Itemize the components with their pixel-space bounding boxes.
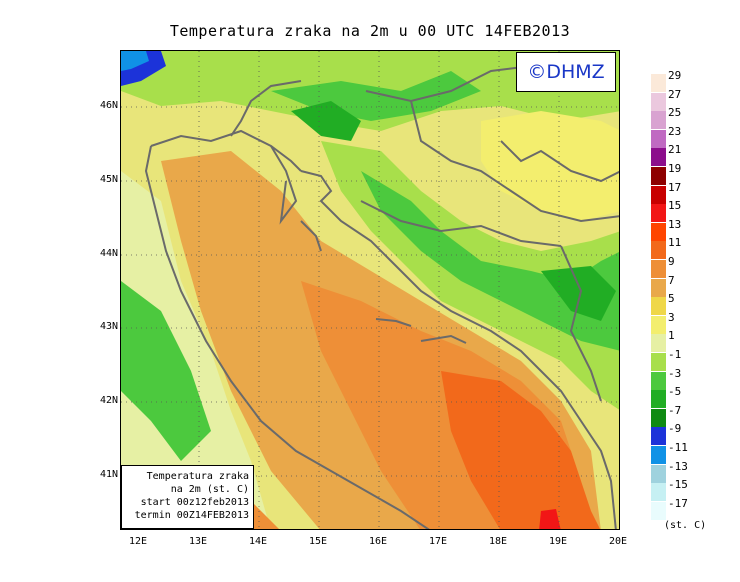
lon-label-15e: 15E bbox=[308, 536, 328, 547]
info-line-title: Temperatura zraka bbox=[146, 471, 249, 482]
legend-label: 25 bbox=[668, 106, 682, 120]
legend-label: 27 bbox=[668, 87, 682, 101]
legend-swatch bbox=[651, 129, 666, 148]
legend-label: 9 bbox=[668, 255, 675, 268]
dinaric-colder-zone bbox=[361, 171, 619, 351]
legend-swatch bbox=[651, 92, 666, 111]
lon-label-16e: 16E bbox=[368, 536, 388, 547]
info-line-start: start 00z12feb2013 bbox=[140, 497, 249, 508]
coastlines-and-borders bbox=[144, 55, 619, 529]
legend-units: (st. C) bbox=[664, 520, 707, 531]
lon-label-14e: 14E bbox=[248, 536, 268, 547]
legend-swatch bbox=[651, 427, 666, 446]
legend-label: 5 bbox=[668, 292, 675, 306]
legend-label: -5 bbox=[668, 385, 682, 399]
legend-label: 15 bbox=[668, 199, 682, 213]
dhmz-logo: ©DHMZ bbox=[516, 52, 616, 92]
lat-label-45n: 45N bbox=[99, 174, 118, 185]
lon-label-19e: 19E bbox=[548, 536, 568, 547]
lon-label-18e: 18E bbox=[488, 536, 508, 547]
lat-label-43n: 43N bbox=[99, 321, 118, 332]
info-line-units: na 2m (st. C) bbox=[170, 484, 249, 495]
italy-cold-zone bbox=[121, 281, 211, 461]
legend-label: -1 bbox=[668, 348, 682, 361]
legend-swatch bbox=[651, 446, 666, 464]
lon-label-20e: 20E bbox=[608, 536, 628, 547]
legend-label: -15 bbox=[668, 478, 688, 492]
legend-label: 21 bbox=[668, 143, 682, 157]
lat-label-46n: 46N bbox=[99, 100, 118, 111]
lon-label-12e: 12E bbox=[128, 536, 148, 547]
legend-label: 1 bbox=[668, 329, 675, 343]
legend-swatch bbox=[651, 148, 666, 167]
legend-swatch bbox=[651, 260, 666, 278]
lat-lon-grid bbox=[121, 51, 619, 529]
lat-label-44n: 44N bbox=[99, 248, 118, 259]
legend-swatch bbox=[651, 278, 666, 297]
legend-swatch bbox=[651, 371, 666, 390]
legend-label: 29 bbox=[668, 69, 682, 82]
alpine-coldest-zone bbox=[291, 101, 361, 141]
legend-label: 17 bbox=[668, 180, 682, 194]
bosnia-cold-zone bbox=[541, 266, 616, 321]
italy-mild-zone bbox=[121, 171, 271, 529]
legend-swatch bbox=[651, 185, 666, 204]
map-panel bbox=[120, 50, 620, 530]
legend-label: 19 bbox=[668, 162, 682, 175]
legend-label: -9 bbox=[668, 422, 682, 436]
legend-swatch bbox=[651, 315, 666, 334]
legend-swatch bbox=[651, 241, 666, 260]
legend-label: 3 bbox=[668, 310, 675, 324]
forecast-info-box: Temperatura zraka na 2m (st. C) start 00… bbox=[121, 465, 254, 529]
south-hot-spot bbox=[539, 509, 561, 529]
temperature-field bbox=[121, 51, 619, 529]
legend-label: -11 bbox=[668, 441, 688, 454]
lat-label-41n: 41N bbox=[99, 469, 118, 480]
south-adriatic-hot-zone bbox=[441, 371, 600, 529]
legend-swatch bbox=[651, 111, 666, 130]
legend-label: 23 bbox=[668, 124, 682, 138]
legend-label: -7 bbox=[668, 403, 682, 417]
nw-cold-spot-edge bbox=[121, 51, 149, 71]
legend-label: 7 bbox=[668, 273, 675, 287]
map-title: Temperatura zraka na 2m u 00 UTC 14FEB20… bbox=[169, 22, 571, 40]
legend-swatch bbox=[651, 204, 666, 223]
legend-label: 13 bbox=[668, 217, 682, 231]
legend-swatch bbox=[651, 501, 666, 520]
legend-swatch bbox=[651, 390, 666, 409]
legend-swatch bbox=[651, 353, 666, 371]
legend-swatch bbox=[651, 334, 666, 353]
legend-label: -13 bbox=[668, 459, 688, 473]
lat-label-42n: 42N bbox=[99, 395, 118, 406]
lon-label-17e: 17E bbox=[428, 536, 448, 547]
legend-label: -17 bbox=[668, 496, 688, 510]
legend-swatch bbox=[651, 167, 666, 185]
legend-swatch bbox=[651, 408, 666, 427]
legend-label: 11 bbox=[668, 236, 682, 250]
legend-label: -3 bbox=[668, 366, 682, 380]
info-line-termin: termin 00Z14FEB2013 bbox=[134, 510, 249, 521]
legend-swatch bbox=[651, 222, 666, 241]
legend-swatch bbox=[651, 464, 666, 483]
legend-swatch bbox=[651, 297, 666, 316]
legend-swatch bbox=[651, 483, 666, 502]
legend-swatch bbox=[651, 74, 666, 92]
lon-label-13e: 13E bbox=[188, 536, 208, 547]
